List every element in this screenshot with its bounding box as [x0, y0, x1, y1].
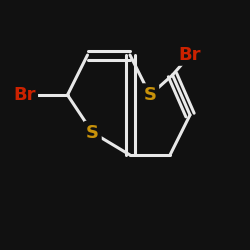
Text: S: S — [86, 124, 99, 142]
Text: S: S — [144, 86, 156, 104]
Text: Br: Br — [179, 46, 201, 64]
Text: Br: Br — [14, 86, 36, 104]
